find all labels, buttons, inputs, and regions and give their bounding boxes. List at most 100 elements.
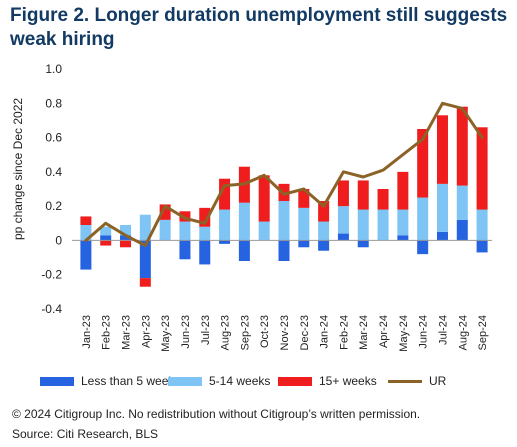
x-tick-labels: Jan-23 Feb-23 Mar-23 Apr-23 May-23 Jun-23 Jul-… (81, 315, 489, 352)
bar-lt5-jul-23 (199, 240, 211, 265)
bar-5to14-may-24 (397, 209, 409, 236)
bar-lt5-may-24 (397, 235, 409, 241)
x-tick-label: Mar-23 (121, 315, 133, 350)
x-tick-label: Aug-24 (457, 315, 469, 350)
bar-5to14-jun-23 (179, 221, 191, 241)
legend-item-ur: UR (388, 374, 446, 388)
bar-lt5-apr-23 (139, 240, 151, 279)
x-tick-label: May-24 (398, 315, 410, 352)
x-tick-label: Apr-24 (378, 315, 390, 348)
bar-15plus-oct-23 (258, 175, 270, 222)
x-tick-label: Aug-23 (220, 315, 232, 350)
bar-15plus-apr-24 (377, 189, 389, 210)
bar-15plus-may-24 (397, 171, 409, 210)
bar-lt5-sep-23 (238, 240, 250, 261)
x-tick-label: Sep-23 (239, 315, 251, 350)
legend-label-15-plus-weeks: 15+ weeks (319, 374, 377, 388)
y-tick-label: 0.2 (45, 199, 62, 213)
bar-5to14-mar-24 (357, 209, 369, 241)
bar-lt5-aug-23 (219, 240, 231, 244)
bar-5to14-may-23 (159, 219, 171, 241)
bar-lt5-nov-23 (278, 240, 290, 261)
legend: Less than 5 weeks 5-14 weeks 15+ weeks U… (0, 374, 517, 394)
bar-15plus-may-23 (159, 204, 171, 220)
bar-15plus-jul-23 (199, 207, 211, 227)
bar-15plus-sep-24 (476, 127, 488, 210)
chart-title-line-1: Figure 2. Longer duration unemployment s… (10, 5, 508, 26)
bar-5to14-mar-23 (120, 225, 132, 236)
bar-5to14-sep-23 (238, 202, 250, 241)
ur-series-line (84, 101, 484, 248)
x-tick-label: Mar-24 (358, 315, 370, 350)
legend-swatch-15-plus-weeks (278, 376, 312, 386)
bar-lt5-feb-24 (337, 233, 349, 241)
chart-title-line-2: weak hiring (10, 29, 115, 50)
bar-15plus-aug-24 (456, 106, 468, 186)
x-tick-label: Nov-23 (279, 315, 291, 350)
copyright-note: © 2024 Citigroup Inc. No redistribution … (12, 407, 421, 421)
x-tick-label: Jun-24 (418, 315, 430, 349)
x-tick-label: Oct-23 (259, 315, 271, 348)
bar-5to14-oct-23 (258, 221, 270, 241)
bar-lt5-sep-24 (476, 240, 488, 253)
bar-5to14-aug-23 (219, 209, 231, 241)
bar-15plus-feb-23 (100, 240, 112, 246)
stacked-bar-chart: 1.0 0.8 0.6 0.4 0.2 0 -0.2 -0.4 Jan-23 Feb-23 Mar… (11, 62, 492, 352)
legend-label-less-than-5-weeks: Less than 5 weeks (81, 374, 181, 388)
legend-label-5-14-weeks: 5-14 weeks (209, 374, 271, 388)
bar-5to14-jan-23 (80, 225, 92, 241)
legend-swatch-less-than-5-weeks (40, 376, 74, 386)
legend-label-ur: UR (429, 374, 447, 388)
bar-15plus-mar-23 (120, 240, 132, 248)
x-tick-label: Jan-23 (81, 315, 93, 349)
bar-5to14-jul-23 (199, 226, 211, 241)
legend-item-15-plus-weeks: 15+ weeks (278, 374, 377, 388)
bar-15plus-jun-24 (417, 129, 429, 198)
bar-lt5-mar-23 (120, 235, 132, 241)
bar-lt5-mar-24 (357, 240, 369, 248)
x-tick-label: Dec-23 (299, 315, 311, 350)
x-tick-label: Feb-24 (338, 315, 350, 350)
y-tick-label: 0.6 (45, 131, 62, 145)
bar-15plus-dec-23 (298, 189, 310, 208)
bar-lt5-feb-23 (100, 235, 112, 241)
y-tick-labels: 1.0 0.8 0.6 0.4 0.2 0 -0.2 -0.4 (41, 62, 62, 316)
bar-5to14-aug-24 (456, 185, 468, 220)
y-tick-label: 0.4 (45, 165, 62, 179)
x-tick-label: Sep-24 (477, 315, 489, 350)
y-tick-label: 1.0 (45, 62, 62, 76)
bar-lt5-jan-24 (318, 240, 330, 251)
legend-item-5-14-weeks: 5-14 weeks (168, 374, 270, 388)
bar-15plus-feb-24 (337, 180, 349, 207)
y-axis-label: pp change since Dec 2022 (11, 98, 25, 240)
x-tick-label: Jul-24 (437, 315, 449, 345)
bar-5to14-jun-24 (417, 197, 429, 241)
x-tick-label: Apr-23 (140, 315, 152, 348)
x-tick-label: May-23 (160, 315, 172, 352)
x-tick-label: Jan-24 (319, 315, 331, 349)
bar-15plus-jan-24 (318, 201, 330, 222)
chart-title: Figure 2. Longer duration unemployment s… (10, 4, 510, 52)
bar-15plus-jan-23 (80, 216, 92, 225)
bar-15plus-mar-24 (357, 180, 369, 210)
bar-lt5-jun-24 (417, 240, 429, 255)
bar-lt5-dec-23 (298, 240, 310, 248)
legend-item-less-than-5-weeks: Less than 5 weeks (40, 374, 180, 388)
y-tick-label: -0.2 (41, 268, 62, 282)
bar-5to14-feb-23 (100, 226, 112, 236)
bar-lt5-jun-23 (179, 240, 191, 260)
bar-5to14-dec-23 (298, 207, 310, 241)
bar-5to14-nov-23 (278, 201, 290, 241)
bar-15plus-jul-24 (436, 115, 448, 184)
bar-lt5-jul-24 (436, 231, 448, 241)
bar-5to14-feb-24 (337, 206, 349, 234)
x-tick-label: Feb-23 (101, 315, 113, 350)
y-tick-label: -0.4 (41, 302, 62, 316)
legend-swatch-5-14-weeks (168, 376, 202, 386)
legend-swatch-ur (388, 379, 422, 383)
bar-5to14-apr-23 (139, 214, 151, 241)
bar-15plus-aug-23 (219, 178, 231, 210)
bar-5to14-apr-24 (377, 209, 389, 241)
bar-lt5-aug-24 (456, 219, 468, 241)
x-tick-label: Jul-23 (200, 315, 212, 345)
